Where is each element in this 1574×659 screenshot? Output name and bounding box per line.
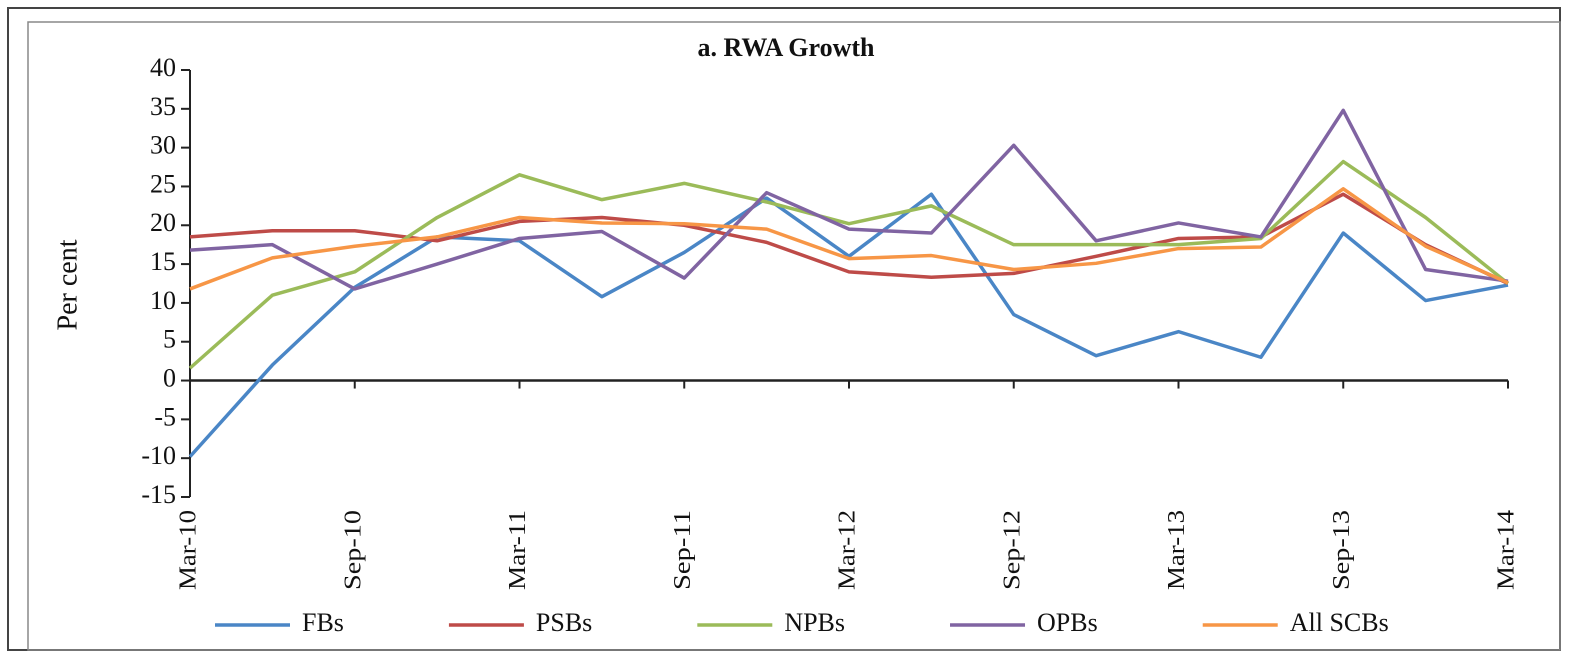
series-line (188, 192, 1509, 458)
y-tick-label: -10 (141, 441, 176, 470)
legend-label: PSBs (536, 608, 592, 637)
y-tick-label: 0 (163, 364, 176, 393)
y-tick-label: -5 (154, 402, 176, 431)
y-tick-label: 20 (150, 208, 176, 237)
legend-label: OPBs (1037, 608, 1098, 637)
y-tick-label: 30 (150, 131, 176, 160)
series-line (189, 187, 1509, 291)
y-tick-label: 15 (150, 247, 176, 276)
x-tick-label: Mar-13 (1164, 510, 1190, 590)
legend-label: NPBs (784, 608, 845, 637)
x-tick-label: Mar-14 (1494, 510, 1520, 590)
series-line (189, 108, 1509, 291)
chart-title: a. RWA Growth (697, 33, 875, 62)
x-tick-label: Sep-11 (670, 510, 696, 590)
legend-label: FBs (302, 608, 344, 637)
x-tick-label: Mar-10 (176, 510, 202, 590)
plot-frame (27, 21, 1561, 651)
x-tick-label: Mar-12 (835, 510, 861, 590)
x-tick-label: Sep-10 (340, 510, 366, 590)
y-tick-label: -15 (141, 480, 176, 509)
y-tick-label: 25 (150, 169, 176, 198)
x-tick-label: Sep-12 (999, 510, 1025, 590)
x-tick-label: Sep-13 (1329, 510, 1355, 590)
y-tick-label: 5 (163, 325, 176, 354)
legend-label: All SCBs (1290, 608, 1389, 637)
series-line (188, 159, 1510, 370)
y-axis-label: Per cent (52, 239, 83, 330)
x-tick-label: Mar-11 (505, 510, 531, 590)
y-tick-label: 35 (150, 92, 176, 121)
y-tick-label: 10 (150, 286, 176, 315)
frame (7, 7, 1561, 651)
y-tick-label: 40 (150, 53, 176, 82)
series-line (189, 192, 1509, 286)
